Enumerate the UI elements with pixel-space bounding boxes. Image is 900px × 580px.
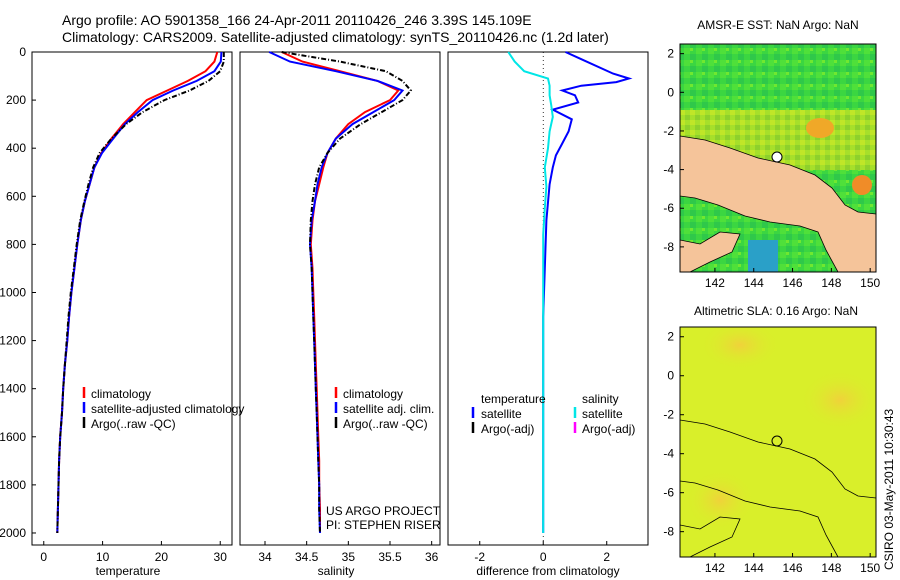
argo-float-marker <box>771 435 783 447</box>
sla-map-frame <box>679 326 877 558</box>
salinity-panel <box>239 51 441 546</box>
sla-high <box>800 370 876 430</box>
map-x-tick-label: 148 <box>821 276 841 290</box>
x-tick-label: 35.5 <box>378 550 402 564</box>
legend-label: temperature <box>481 392 546 406</box>
sla-coastline <box>680 419 876 557</box>
header-line-2: Climatology: CARS2009. Satellite-adjuste… <box>62 29 609 45</box>
depth-tick-label: 1400 <box>0 382 26 396</box>
series-line-argo-raw-qc- <box>281 51 413 534</box>
map-y-tick-label: 2 <box>667 47 674 61</box>
depth-tick-label: 2000 <box>0 526 26 540</box>
depth-tick-label: 1600 <box>0 430 26 444</box>
sla-high <box>685 470 755 530</box>
legend-label: salinity <box>582 392 619 406</box>
header-line-1: Argo profile: AO 5901358_166 24-Apr-2011… <box>62 12 532 28</box>
x-tick-label: -2 <box>474 550 485 564</box>
australia-landmass <box>680 231 741 272</box>
legend-label: satellite adj. clim. <box>343 402 434 416</box>
map-y-tick-label: -2 <box>663 124 674 138</box>
sst-cool-patch <box>748 240 778 272</box>
map-y-tick-label: -6 <box>663 201 674 215</box>
map-x-tick-label: 150 <box>860 561 880 575</box>
temperature-panel <box>31 51 233 546</box>
map-y-tick-label: -2 <box>663 408 674 422</box>
salinity-xlabel: salinity <box>318 564 355 578</box>
map-x-tick-label: 142 <box>705 561 725 575</box>
series-line-climatology <box>56 51 219 534</box>
sla-coastline <box>680 516 741 557</box>
map-y-tick-label: -4 <box>663 163 674 177</box>
map-y-tick-label: -8 <box>663 525 674 539</box>
depth-tick-label: 200 <box>6 93 26 107</box>
x-tick-label: 2 <box>603 550 610 564</box>
legend-label: satellite <box>481 407 522 421</box>
depth-tick-label: 400 <box>6 141 26 155</box>
series-line-climatology <box>281 51 400 533</box>
series-line-argo-raw-qc- <box>56 52 225 534</box>
depth-tick-label: 1200 <box>0 334 26 348</box>
map-y-tick-label: 0 <box>667 85 674 99</box>
sla-map <box>680 327 876 557</box>
x-tick-label: 35 <box>342 550 356 564</box>
legend-label: Argo(-adj) <box>481 422 534 436</box>
x-tick-label: 36 <box>425 550 439 564</box>
sst-warm-spot <box>852 175 872 195</box>
pi-label: PI: STEPHEN RISER <box>326 518 441 532</box>
x-tick-label: 10 <box>96 550 110 564</box>
depth-tick-label: 600 <box>6 189 26 203</box>
sst-map <box>680 44 876 272</box>
map-x-tick-label: 144 <box>744 276 764 290</box>
series-line-satellite-adj-clim- <box>268 51 405 534</box>
legend-label: Argo(-adj) <box>582 422 635 436</box>
difference-xlabel: difference from climatology <box>476 564 619 578</box>
sst-map-frame <box>679 43 877 273</box>
sst-map-title: AMSR-E SST: NaN Argo: NaN <box>697 18 858 32</box>
legend-label: satellite-adjusted climatology <box>91 402 244 416</box>
series-line-satellite-adjusted-climatology <box>56 51 223 534</box>
temperature-xlabel: temperature <box>96 564 161 578</box>
sla-high <box>700 327 780 370</box>
sst-warm-spot <box>806 118 834 138</box>
sla-map-title: Altimetric SLA: 0.16 Argo: NaN <box>694 304 858 318</box>
map-x-tick-label: 142 <box>705 276 725 290</box>
legend-label: Argo(..raw -QC) <box>91 417 176 431</box>
project-label: US ARGO PROJECT <box>326 504 441 518</box>
new-guinea-landmass <box>680 135 876 272</box>
map-y-tick-label: -4 <box>663 447 674 461</box>
x-tick-label: 0 <box>540 550 547 564</box>
argo-float-marker <box>771 151 783 163</box>
legend-label: satellite <box>582 407 623 421</box>
x-tick-label: 30 <box>214 550 228 564</box>
series-line-temperature-satellite <box>542 51 633 533</box>
legend-label: climatology <box>343 387 403 401</box>
map-axis-ticks: 142 144 146 148 150 2 0 -2 -4 -6 -8 142 144 146 148 150… <box>663 47 880 575</box>
map-y-tick-label: 2 <box>667 330 674 344</box>
map-x-tick-label: 144 <box>744 561 764 575</box>
x-tick-label: 34.5 <box>295 550 319 564</box>
map-x-tick-label: 146 <box>783 561 803 575</box>
difference-panel <box>447 51 649 546</box>
map-y-tick-label: -6 <box>663 486 674 500</box>
csiro-timestamp: CSIRO 03-May-2011 10:30:43 <box>882 408 896 570</box>
depth-tick-label: 800 <box>6 237 26 251</box>
map-x-tick-label: 148 <box>821 561 841 575</box>
depth-tick-label: 0 <box>19 45 26 59</box>
legend-label: Argo(..raw -QC) <box>343 417 428 431</box>
depth-tick-label: 1000 <box>0 285 26 299</box>
x-tick-label: 34 <box>258 550 272 564</box>
depth-tick-label: 1800 <box>0 478 26 492</box>
map-x-tick-label: 150 <box>860 276 880 290</box>
map-x-tick-label: 146 <box>783 276 803 290</box>
x-tick-label: 0 <box>40 550 47 564</box>
map-y-tick-label: -8 <box>663 240 674 254</box>
series-line-salinity-satellite <box>507 51 554 533</box>
map-y-tick-label: 0 <box>667 369 674 383</box>
x-tick-label: 20 <box>155 550 169 564</box>
legend-label: climatology <box>91 387 151 401</box>
